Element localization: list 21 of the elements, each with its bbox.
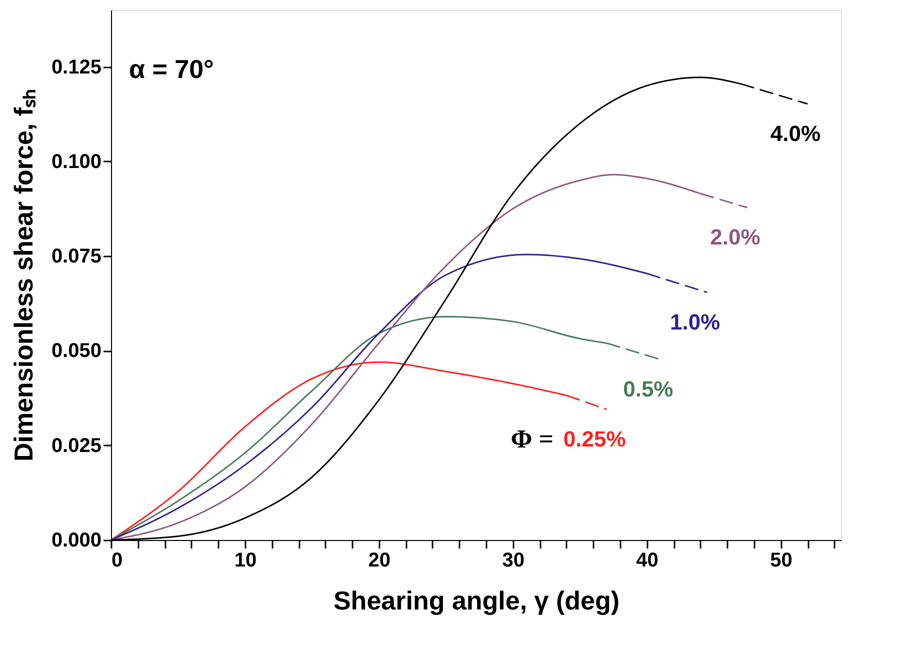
x-tick-label: 40 <box>636 550 658 572</box>
series-label: 4.0% <box>770 120 821 146</box>
x-axis-title: Shearing angle, γ (deg) <box>333 586 620 616</box>
annotation: α = 70° <box>129 54 214 84</box>
annotation: Φ = <box>510 424 554 454</box>
series-label: 1.0% <box>670 309 720 334</box>
y-tick-label: 0.000 <box>51 530 102 552</box>
x-tick-label: 30 <box>502 550 524 572</box>
y-tick-label: 0.125 <box>51 56 102 78</box>
y-tick-label: 0.025 <box>51 434 102 457</box>
series-label: 0.25% <box>563 426 626 452</box>
x-tick-label: 10 <box>234 550 257 572</box>
x-tick-label: 0 <box>112 550 123 572</box>
x-tick-label: 50 <box>770 550 792 572</box>
y-tick-label: 0.075 <box>51 246 102 268</box>
y-axis-title: Dimensionless shear force, fₛₕ <box>8 89 38 462</box>
series-label: 2.0% <box>710 224 760 250</box>
series-label: 0.5% <box>623 376 674 402</box>
y-tick-label: 0.050 <box>51 340 102 362</box>
y-tick-label: 0.100 <box>51 150 102 173</box>
x-tick-label: 20 <box>368 550 391 572</box>
